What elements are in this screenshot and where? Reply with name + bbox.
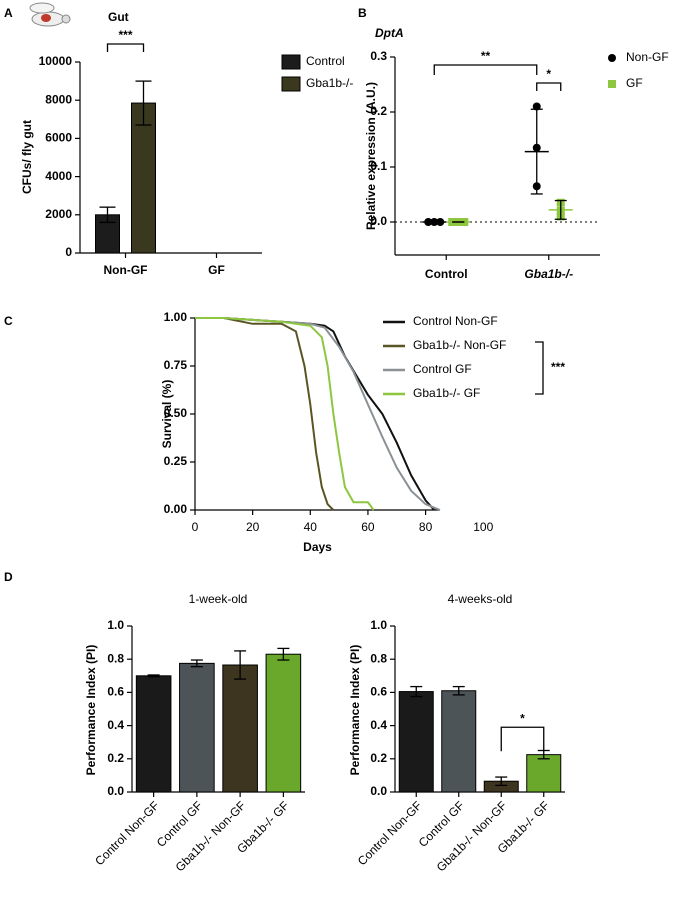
legend-label: Gba1b-/- — [306, 76, 353, 90]
fly-wing — [29, 2, 55, 14]
y-tick-label: 0.3 — [370, 49, 387, 63]
legend-label: Control Non-GF — [413, 314, 498, 328]
panel-letter: D — [4, 570, 13, 584]
fly-gut — [41, 14, 51, 22]
bar — [265, 653, 302, 793]
y-tick-label: 0.4 — [107, 718, 124, 732]
legend-swatch — [281, 76, 301, 92]
survival-line — [195, 317, 335, 511]
panel-letter: A — [4, 6, 13, 20]
x-tick-label: 60 — [361, 520, 375, 534]
legend-label: Non-GF — [626, 50, 669, 64]
x-tick-label: GF — [208, 263, 225, 277]
significance-bracket — [106, 43, 145, 52]
significance-bracket — [535, 341, 544, 395]
significance-bracket — [536, 82, 562, 91]
chart-title: DptA — [375, 26, 404, 40]
y-tick-label: 0.50 — [164, 406, 188, 420]
bar — [179, 662, 215, 793]
y-tick-label: 0.0 — [370, 784, 387, 798]
x-tick-label: Gba1b-/- — [524, 267, 573, 281]
y-tick-label: 2000 — [45, 207, 72, 221]
y-tick-label: 0.8 — [370, 651, 387, 665]
y-tick-label: 0.8 — [107, 651, 124, 665]
y-tick-label: 1.0 — [107, 618, 124, 632]
x-axis-label: Days — [303, 540, 332, 554]
y-tick-label: 0.6 — [370, 685, 387, 699]
y-tick-label: 10000 — [39, 54, 73, 68]
fly-head — [61, 14, 71, 24]
x-tick-label: 100 — [473, 520, 493, 534]
panel-letter: C — [4, 314, 13, 328]
bar — [222, 664, 258, 793]
data-point — [532, 102, 541, 111]
y-tick-label: 0.6 — [107, 685, 124, 699]
y-tick-label: 0.1 — [370, 159, 387, 173]
chart-title: 4-weeks-old — [448, 592, 513, 606]
bar — [398, 691, 434, 793]
panel-letter: B — [358, 6, 367, 20]
bar — [135, 675, 172, 793]
significance-label: * — [546, 67, 551, 81]
significance-label: ** — [481, 49, 491, 63]
x-tick-label: 40 — [304, 520, 318, 534]
y-axis-label: CFUs/ fly gut — [20, 120, 34, 194]
y-tick-label: 8000 — [45, 92, 72, 106]
legend-marker — [608, 54, 616, 62]
significance-label: * — [520, 711, 525, 725]
x-tick-label: Control Non-GF — [355, 798, 425, 868]
legend-label: Gba1b-/- GF — [413, 386, 480, 400]
legend-label: Control — [306, 54, 345, 68]
y-tick-label: 1.0 — [370, 618, 387, 632]
y-tick-label: 0.2 — [107, 751, 124, 765]
y-axis-label: Survival (%) — [160, 380, 174, 449]
y-tick-label: 0 — [65, 245, 72, 259]
significance-bracket — [433, 64, 538, 75]
bar — [441, 690, 477, 793]
fly-icon — [29, 2, 71, 27]
x-tick-label: 80 — [419, 520, 433, 534]
x-tick-label: Control Non-GF — [92, 798, 162, 868]
y-tick-label: 0.00 — [164, 502, 188, 516]
y-tick-label: 1.00 — [164, 310, 188, 324]
y-tick-label: 0.75 — [164, 358, 188, 372]
x-tick-label: Control — [425, 267, 468, 281]
y-tick-label: 4000 — [45, 169, 72, 183]
significance-label: *** — [551, 360, 565, 374]
x-tick-label: 20 — [246, 520, 260, 534]
x-tick-label: Non-GF — [104, 263, 148, 277]
survival-line — [195, 317, 375, 511]
bar — [526, 754, 562, 793]
y-axis-label: Performance Index (PI) — [84, 645, 98, 776]
y-tick-label: 6000 — [45, 131, 72, 145]
significance-bracket — [500, 726, 545, 752]
y-tick-label: 0.0 — [370, 214, 387, 228]
legend-swatch — [281, 54, 301, 70]
legend-label: Gba1b-/- Non-GF — [413, 338, 506, 352]
y-tick-label: 0.0 — [107, 784, 124, 798]
legend-label: GF — [626, 76, 643, 90]
x-tick-label: 0 — [192, 520, 199, 534]
legend-label: Control GF — [413, 362, 472, 376]
chart-title: Gut — [108, 10, 129, 24]
legend-marker — [608, 80, 616, 88]
y-tick-label: 0.4 — [370, 718, 387, 732]
y-tick-label: 0.2 — [370, 751, 387, 765]
y-tick-label: 0.25 — [164, 454, 188, 468]
chart-title: 1-week-old — [189, 592, 248, 606]
significance-label: *** — [118, 28, 132, 42]
y-axis-label: Relative expression (A.U.) — [364, 82, 378, 230]
y-axis-label: Performance Index (PI) — [348, 645, 362, 776]
y-tick-label: 0.2 — [370, 104, 387, 118]
